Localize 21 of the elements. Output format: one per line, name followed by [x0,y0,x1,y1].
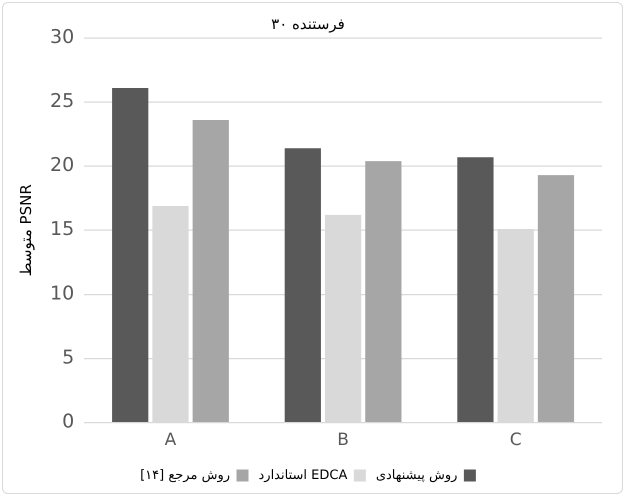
y-tick-label: 0 [62,410,74,433]
bar [365,161,402,422]
bar [192,120,229,422]
y-tick-label: 10 [50,282,74,304]
y-tick-label: 5 [62,346,74,368]
x-tick-label: A [164,430,177,450]
chart-title: ۳۰ فرستنده [271,14,345,33]
bar [457,157,494,422]
bar [538,175,574,422]
y-tick-label: 20 [50,154,74,176]
legend-label: روش مرجع [۱۴] [140,468,230,483]
bar [112,88,148,422]
y-tick-label: 25 [50,90,74,112]
y-tick-label: 30 [50,26,74,48]
y-axis-title: متوسط PSNR [16,184,35,276]
x-tick-label: C [510,430,522,450]
x-tick-label: B [337,430,349,450]
legend-label: روش پیشنهادی [376,468,458,483]
bar [284,148,321,422]
legend-label: استاندارد EDCA [258,468,348,483]
y-tick-label: 15 [50,218,74,240]
